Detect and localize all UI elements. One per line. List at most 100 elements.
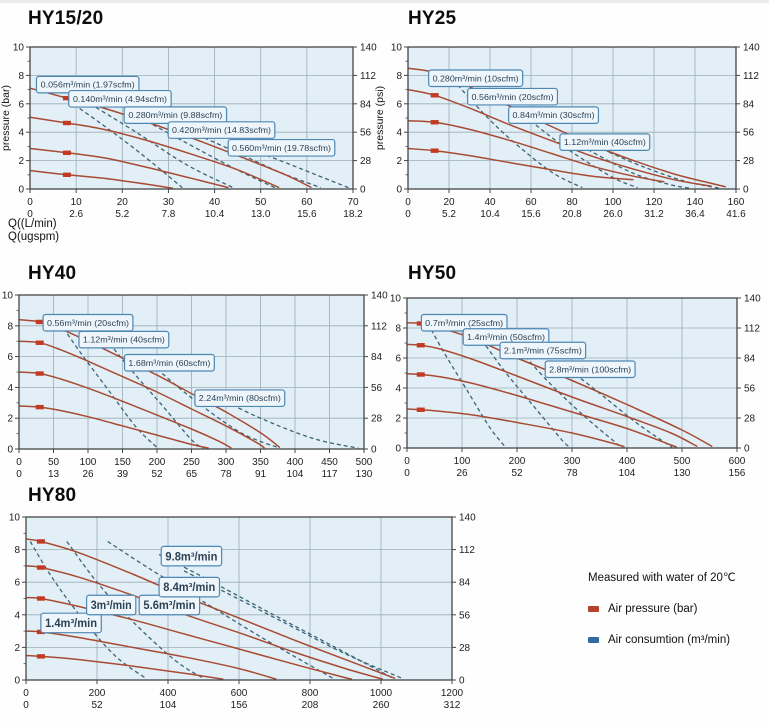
chart-title-hy50: HY50 bbox=[408, 263, 457, 284]
y-tick-label-psi: 140 bbox=[459, 513, 476, 524]
y-tick-label-psi: 0 bbox=[459, 676, 465, 687]
x-tick-label-ugspm: 10.4 bbox=[480, 209, 500, 220]
x-tick-label-lmin: 0 bbox=[404, 456, 410, 467]
curve-marker bbox=[416, 407, 425, 412]
curve-marker bbox=[36, 539, 45, 544]
x-tick-label-ugspm: 0 bbox=[23, 700, 29, 711]
y-tick-label-psi: 140 bbox=[744, 294, 761, 305]
x-tick-label-ugspm: 13.0 bbox=[251, 209, 271, 220]
consumption-curve bbox=[107, 540, 334, 679]
x-tick-label-ugspm: 0 bbox=[27, 209, 33, 220]
curve-label: 0.56m³/min (20scfm) bbox=[47, 318, 129, 328]
y-tick-label-bar: 4 bbox=[395, 384, 401, 395]
y-tick-label-bar: 2 bbox=[7, 414, 13, 425]
curve-marker bbox=[35, 340, 44, 345]
x-tick-label-lmin: 0 bbox=[27, 197, 33, 208]
curve-label: 1.12m³/min (40scfm) bbox=[83, 335, 165, 345]
x-tick-label-lmin: 120 bbox=[646, 197, 663, 208]
y-tick-label-psi: 0 bbox=[743, 185, 749, 196]
x-tick-label-lmin: 10 bbox=[71, 197, 83, 208]
chart-title-hy40: HY40 bbox=[28, 263, 77, 284]
x-tick-label-lmin: 200 bbox=[89, 688, 106, 699]
curve-marker bbox=[36, 654, 45, 659]
y-tick-label-bar: 6 bbox=[396, 99, 402, 110]
x-tick-label-lmin: 200 bbox=[149, 457, 166, 468]
y-tick-label-psi: 28 bbox=[743, 156, 755, 167]
y-tick-label-psi: 140 bbox=[743, 43, 760, 54]
x-tick-label-lmin: 0 bbox=[405, 197, 411, 208]
chart-title-hy80: HY80 bbox=[28, 485, 77, 506]
air-consumption-swatch-icon bbox=[588, 637, 599, 643]
y-tick-label-bar: 2 bbox=[14, 643, 20, 654]
x-tick-label-lmin: 150 bbox=[114, 457, 131, 468]
x-tick-label-ugspm: 41.6 bbox=[726, 209, 746, 220]
curve-marker bbox=[35, 319, 44, 325]
y-tick-label-bar: 10 bbox=[9, 513, 21, 524]
consumption-curve bbox=[158, 553, 394, 679]
y-tick-label-bar: 10 bbox=[390, 294, 402, 305]
y-tick-label-psi: 112 bbox=[743, 71, 759, 82]
curve-label-box bbox=[194, 389, 286, 408]
x-tick-label-lmin: 600 bbox=[729, 456, 746, 467]
x-tick-label-ugspm: 15.6 bbox=[521, 209, 541, 220]
y-tick-label-bar: 0 bbox=[7, 445, 13, 456]
curve-label-box bbox=[40, 612, 102, 634]
y-tick-label-psi: 112 bbox=[360, 71, 376, 82]
x-tick-label-ugspm: 65 bbox=[186, 469, 198, 480]
legend-note: Measured with water of 20℃ bbox=[588, 572, 736, 584]
y-tick-label-psi: 84 bbox=[459, 578, 471, 589]
y-tick-label-bar: 8 bbox=[396, 71, 402, 82]
x-tick-label-ugspm: 36.4 bbox=[685, 209, 705, 220]
flow-axis-caption: Q((L/min) Q(ugspm) bbox=[8, 218, 59, 244]
y-tick-label-psi: 112 bbox=[744, 324, 760, 335]
y-tick-label-psi: 84 bbox=[744, 354, 756, 365]
curve-label-box bbox=[428, 69, 524, 88]
curve-label-box bbox=[158, 576, 221, 598]
curve-label-box bbox=[85, 594, 137, 616]
y-tick-label-psi: 28 bbox=[459, 643, 471, 654]
y-tick-label-bar: 6 bbox=[14, 578, 20, 589]
curve-marker bbox=[36, 565, 45, 570]
x-tick-label-lmin: 60 bbox=[301, 197, 313, 208]
y-tick-label-psi: 140 bbox=[360, 43, 377, 54]
x-tick-label-ugspm: 18.2 bbox=[343, 209, 363, 220]
x-tick-label-lmin: 200 bbox=[509, 456, 526, 467]
x-tick-label-lmin: 400 bbox=[160, 688, 177, 699]
curve-marker bbox=[430, 120, 439, 125]
curve-marker bbox=[430, 148, 439, 153]
curve-label: 8.4m³/min bbox=[163, 582, 215, 594]
x-tick-label-ugspm: 0 bbox=[405, 209, 411, 220]
curve-marker bbox=[416, 321, 425, 326]
y-tick-label-psi: 0 bbox=[360, 185, 366, 196]
curve-label: 5.6m³/min bbox=[143, 600, 195, 612]
flow-axis-caption-lmin: Q((L/min) bbox=[8, 218, 57, 230]
y-tick-label-bar: 10 bbox=[2, 291, 14, 302]
x-tick-label-ugspm: 26 bbox=[456, 468, 468, 479]
x-tick-label-lmin: 50 bbox=[48, 457, 60, 468]
consumption-curve bbox=[29, 541, 147, 679]
x-tick-label-lmin: 1200 bbox=[441, 688, 464, 699]
x-tick-label-lmin: 600 bbox=[231, 688, 248, 699]
curve-label: 2.1m³/min (75scfm) bbox=[504, 346, 582, 356]
x-tick-label-lmin: 100 bbox=[605, 197, 622, 208]
curve-marker bbox=[62, 150, 71, 155]
x-tick-label-ugspm: 91 bbox=[255, 469, 267, 480]
x-tick-label-ugspm: 156 bbox=[729, 468, 746, 479]
curve-marker bbox=[416, 372, 425, 377]
x-tick-label-ugspm: 10.4 bbox=[205, 209, 225, 220]
x-tick-label-ugspm: 130 bbox=[356, 469, 373, 480]
pressure-curve bbox=[406, 343, 698, 448]
y-tick-label-psi: 112 bbox=[371, 321, 387, 332]
curve-label: 3m³/min bbox=[91, 600, 132, 612]
curve-label-box bbox=[123, 353, 215, 372]
y-tick-label-psi: 84 bbox=[743, 99, 755, 110]
curve-label: 0.7m³/min (25scfm) bbox=[425, 318, 503, 328]
y-axis-title-right: pressure (psi) bbox=[374, 86, 386, 150]
x-tick-label-lmin: 80 bbox=[566, 197, 578, 208]
pressure-curve bbox=[18, 340, 266, 449]
x-tick-label-ugspm: 260 bbox=[373, 700, 390, 711]
y-tick-label-bar: 6 bbox=[18, 99, 24, 110]
curve-label-box bbox=[78, 330, 170, 349]
x-tick-label-ugspm: 78 bbox=[566, 468, 578, 479]
